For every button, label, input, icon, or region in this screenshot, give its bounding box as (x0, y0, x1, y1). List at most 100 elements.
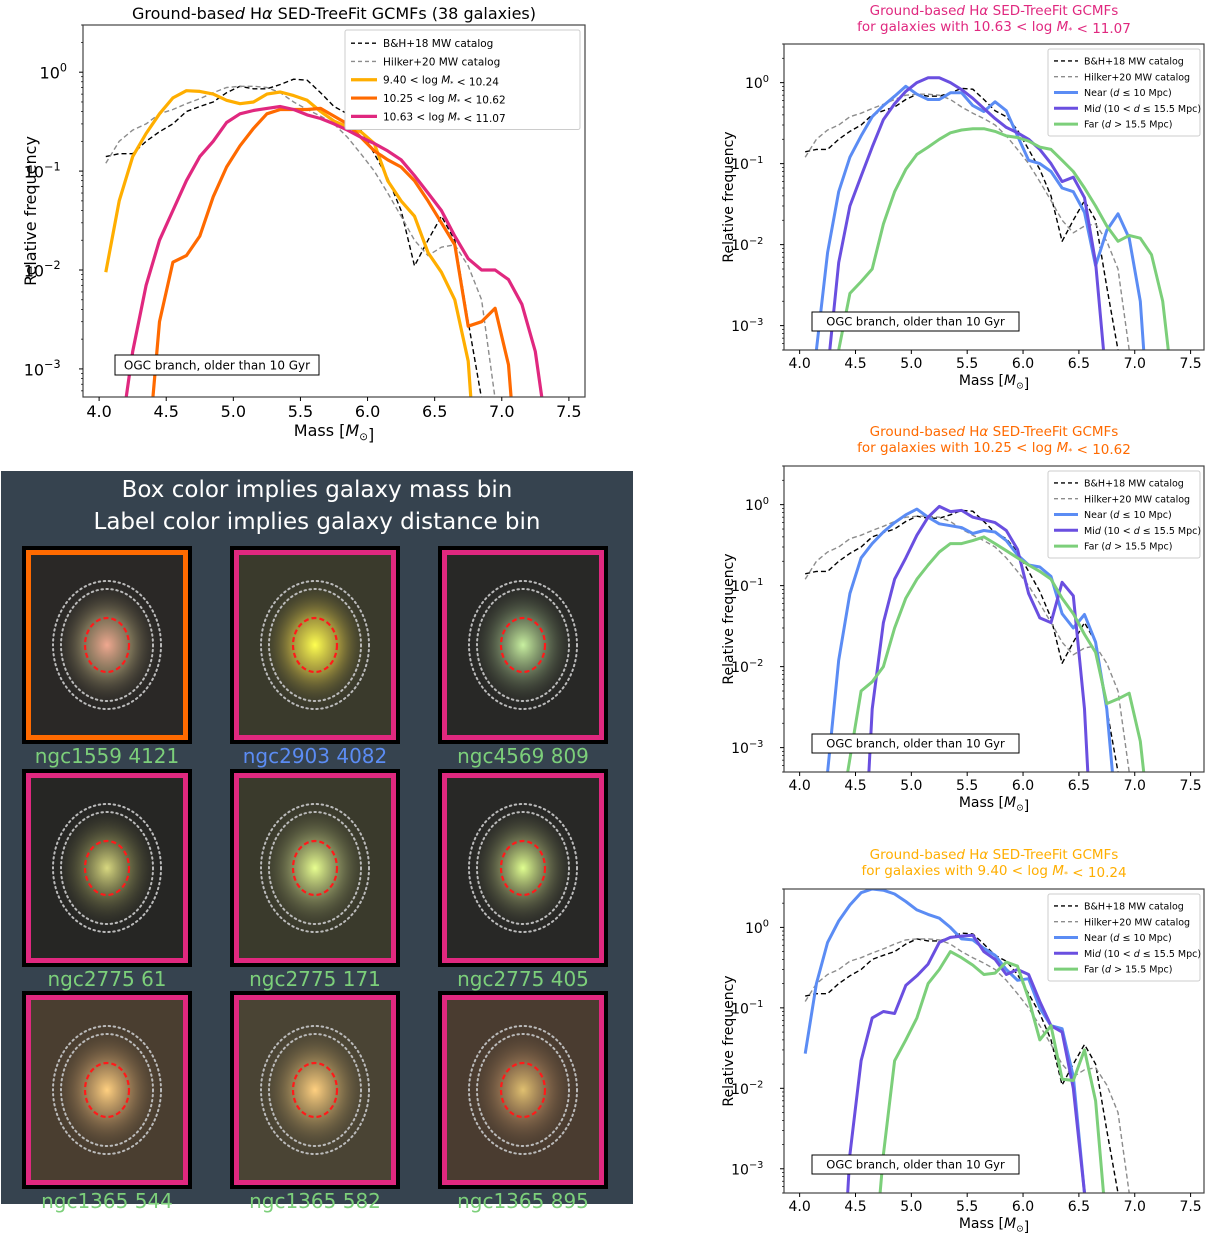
x-tick-label: 7.5 (1179, 1199, 1201, 1215)
series-line-bh18 (805, 87, 1119, 350)
x-tick-label: 5.0 (221, 402, 246, 421)
background-annulus-outer (52, 803, 162, 933)
galaxy-thumbnail-frame (230, 991, 400, 1189)
mass-bin-box (234, 550, 396, 740)
series-line-far (878, 950, 1105, 1193)
chart-title: Ground-based Hα SED-TreeFit GCMFs (870, 424, 1119, 440)
galaxy-id-label: ngc1365 544 (41, 1189, 173, 1213)
background-annulus-outer (52, 580, 162, 710)
series-line-mid (846, 933, 1086, 1193)
x-tick-label: 5.5 (288, 402, 313, 421)
background-annulus-outer (468, 580, 578, 710)
galaxy-thumbnail-frame (22, 991, 192, 1189)
x-tick-label: 6.0 (355, 402, 380, 421)
galaxy-id-label: ngc2775 405 (457, 967, 589, 991)
galaxy-image (52, 580, 162, 710)
annotation-box (811, 311, 1020, 332)
x-tick-label: 5.5 (956, 356, 978, 372)
y-axis-label: Relative frequency (721, 131, 737, 262)
chart-main: Ground-based Hα SED-TreeFit GCMFs (38 ga… (21, 4, 586, 444)
series-line-near (803, 889, 1086, 1193)
galaxy-id-label: ngc2903 4082 (242, 744, 388, 768)
x-tick-label: 7.5 (1179, 778, 1201, 794)
legend-label: Far (d > 15.5 Mpc) (1084, 120, 1172, 131)
y-tick-label: 10−2 (731, 1080, 763, 1098)
legend-label: 9.40 < log M* < 10.24 (383, 75, 499, 89)
aperture-circle (83, 1061, 131, 1119)
aperture-circle (291, 616, 339, 674)
x-tick-label: 5.0 (900, 356, 922, 372)
chart-title: Ground-based Hα SED-TreeFit GCMFs (870, 3, 1119, 19)
aperture-circle (499, 616, 547, 674)
x-tick-label: 6.0 (1012, 356, 1034, 372)
x-tick-label: 4.0 (789, 778, 811, 794)
series-line-bh18 (805, 509, 1119, 772)
background-annulus-outer (468, 803, 578, 933)
series-group (804, 76, 1170, 350)
mass-bin-box (442, 550, 604, 740)
mass-bin-box (26, 773, 188, 963)
y-tick-label: 10−1 (731, 999, 763, 1017)
legend: B&H+18 MW catalog Hilker+20 MW catalog Nea… (1047, 470, 1201, 559)
source-glow (52, 580, 162, 710)
background-annulus-inner (268, 1033, 362, 1147)
galaxy-image (260, 1025, 370, 1155)
chart-subtitle: for galaxies with 10.63 < log M* < 11.07 (857, 19, 1131, 37)
galaxy-thumbnail-frame (230, 546, 400, 744)
series-line-far (837, 127, 1170, 350)
series-line-mid (828, 76, 1105, 350)
source-glow (52, 803, 162, 933)
chart-title: Ground-based Hα SED-TreeFit GCMFs (38 ga… (132, 4, 536, 23)
legend-label: Far (d > 15.5 Mpc) (1084, 965, 1172, 976)
annotation-box (114, 354, 320, 376)
source-glow (260, 580, 370, 710)
x-tick-label: 5.5 (956, 778, 978, 794)
legend: B&H+18 MW catalog Hilker+20 MW catalog 9.4… (344, 29, 581, 130)
legend-label: 10.63 < log M* < 11.07 (383, 111, 506, 125)
x-tick-label: 7.0 (1124, 356, 1146, 372)
annotation-box (811, 733, 1020, 754)
x-tick-label: 6.5 (1068, 356, 1090, 372)
aperture-circle (499, 839, 547, 897)
galaxy-image (52, 1025, 162, 1155)
source-glow (52, 1025, 162, 1155)
x-tick-label: 7.0 (1124, 1199, 1146, 1215)
galaxy-thumbnail-panel: Box color implies galaxy mass bin Label … (1, 471, 633, 1213)
x-tick-label: 5.5 (956, 1199, 978, 1215)
background-annulus-inner (476, 588, 570, 702)
background-annulus-outer (52, 1025, 162, 1155)
legend-label: B&H+18 MW catalog (1084, 479, 1184, 490)
galaxy-id-label: ngc1559 4121 (34, 744, 180, 768)
y-tick-label: 10−2 (24, 259, 61, 280)
y-tick-label: 10−1 (731, 155, 763, 173)
source-glow (260, 803, 370, 933)
aperture-circle (83, 839, 131, 897)
galaxy-image (468, 1025, 578, 1155)
legend-box (1047, 893, 1201, 982)
legend-box (344, 29, 581, 130)
x-tick-label: 6.0 (1012, 1199, 1034, 1215)
series-group (803, 889, 1130, 1193)
y-tick-label: 10−3 (731, 739, 763, 757)
mass-bin-box (234, 773, 396, 963)
galaxy-id-label: ngc1365 582 (249, 1189, 381, 1213)
y-tick-label: 10−3 (731, 1160, 763, 1178)
background-annulus-outer (468, 1025, 578, 1155)
background-annulus-inner (60, 588, 154, 702)
background-annulus-inner (268, 588, 362, 702)
x-tick-label: 6.0 (1012, 778, 1034, 794)
background-annulus-inner (476, 1033, 570, 1147)
legend-label: Hilker+20 MW catalog (383, 56, 500, 68)
legend-label: 10.25 < log M* < 10.62 (383, 93, 506, 107)
legend-box (1047, 470, 1201, 559)
legend-label: Hilker+20 MW catalog (1084, 72, 1190, 83)
mass-bin-box (442, 773, 604, 963)
source-glow (468, 1025, 578, 1155)
y-tick-label: 10−2 (731, 236, 763, 254)
annotation-text: OGC branch, older than 10 Gyr (826, 1158, 1005, 1172)
legend-label: Near (d ≤ 10 Mpc) (1084, 510, 1172, 521)
mass-bin-box (234, 995, 396, 1185)
